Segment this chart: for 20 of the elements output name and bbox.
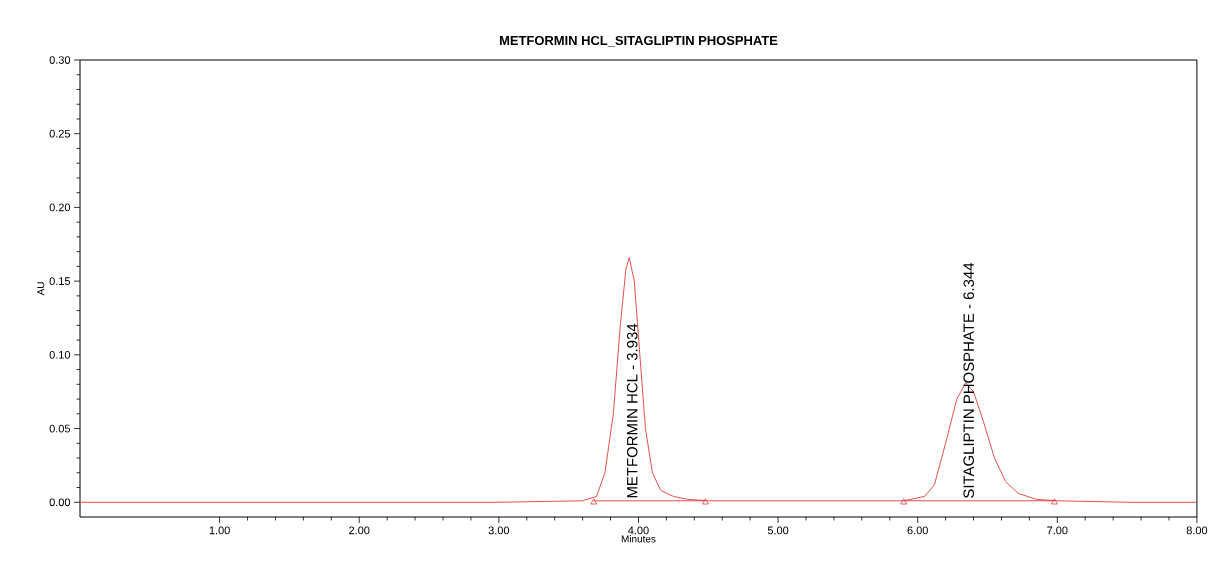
x-tick-label: 8.00	[1186, 526, 1208, 535]
x-tick-label: 1.00	[209, 526, 230, 535]
y-axis-title: AU	[37, 282, 45, 296]
x-axis-title: Minutes	[621, 535, 656, 543]
x-tick-label: 4.00	[628, 526, 649, 535]
y-tick-label: 0.05	[49, 424, 71, 433]
x-tick-label: 3.00	[488, 526, 510, 535]
chart-title: METFORMIN HCL_SITAGLIPTIN PHOSPHATE	[499, 35, 778, 47]
x-tick-label: 2.00	[349, 526, 370, 535]
x-tick-label: 6.00	[907, 526, 928, 535]
y-tick-label: 0.20	[49, 203, 71, 212]
y-tick-label: 0.15	[49, 277, 71, 286]
x-tick-label: 5.00	[767, 526, 789, 535]
y-tick-label: 0.00	[49, 498, 71, 507]
y-tick-label: 0.30	[49, 56, 71, 64]
y-tick-label: 0.25	[49, 129, 71, 138]
x-tick-label: 7.00	[1047, 526, 1068, 535]
y-tick-label: 0.10	[49, 350, 71, 359]
annotation: METFORMIN HCL - 3.934	[626, 323, 638, 498]
annotation: SITAGLIPTIN PHOSPHATE - 6.344	[963, 262, 974, 498]
